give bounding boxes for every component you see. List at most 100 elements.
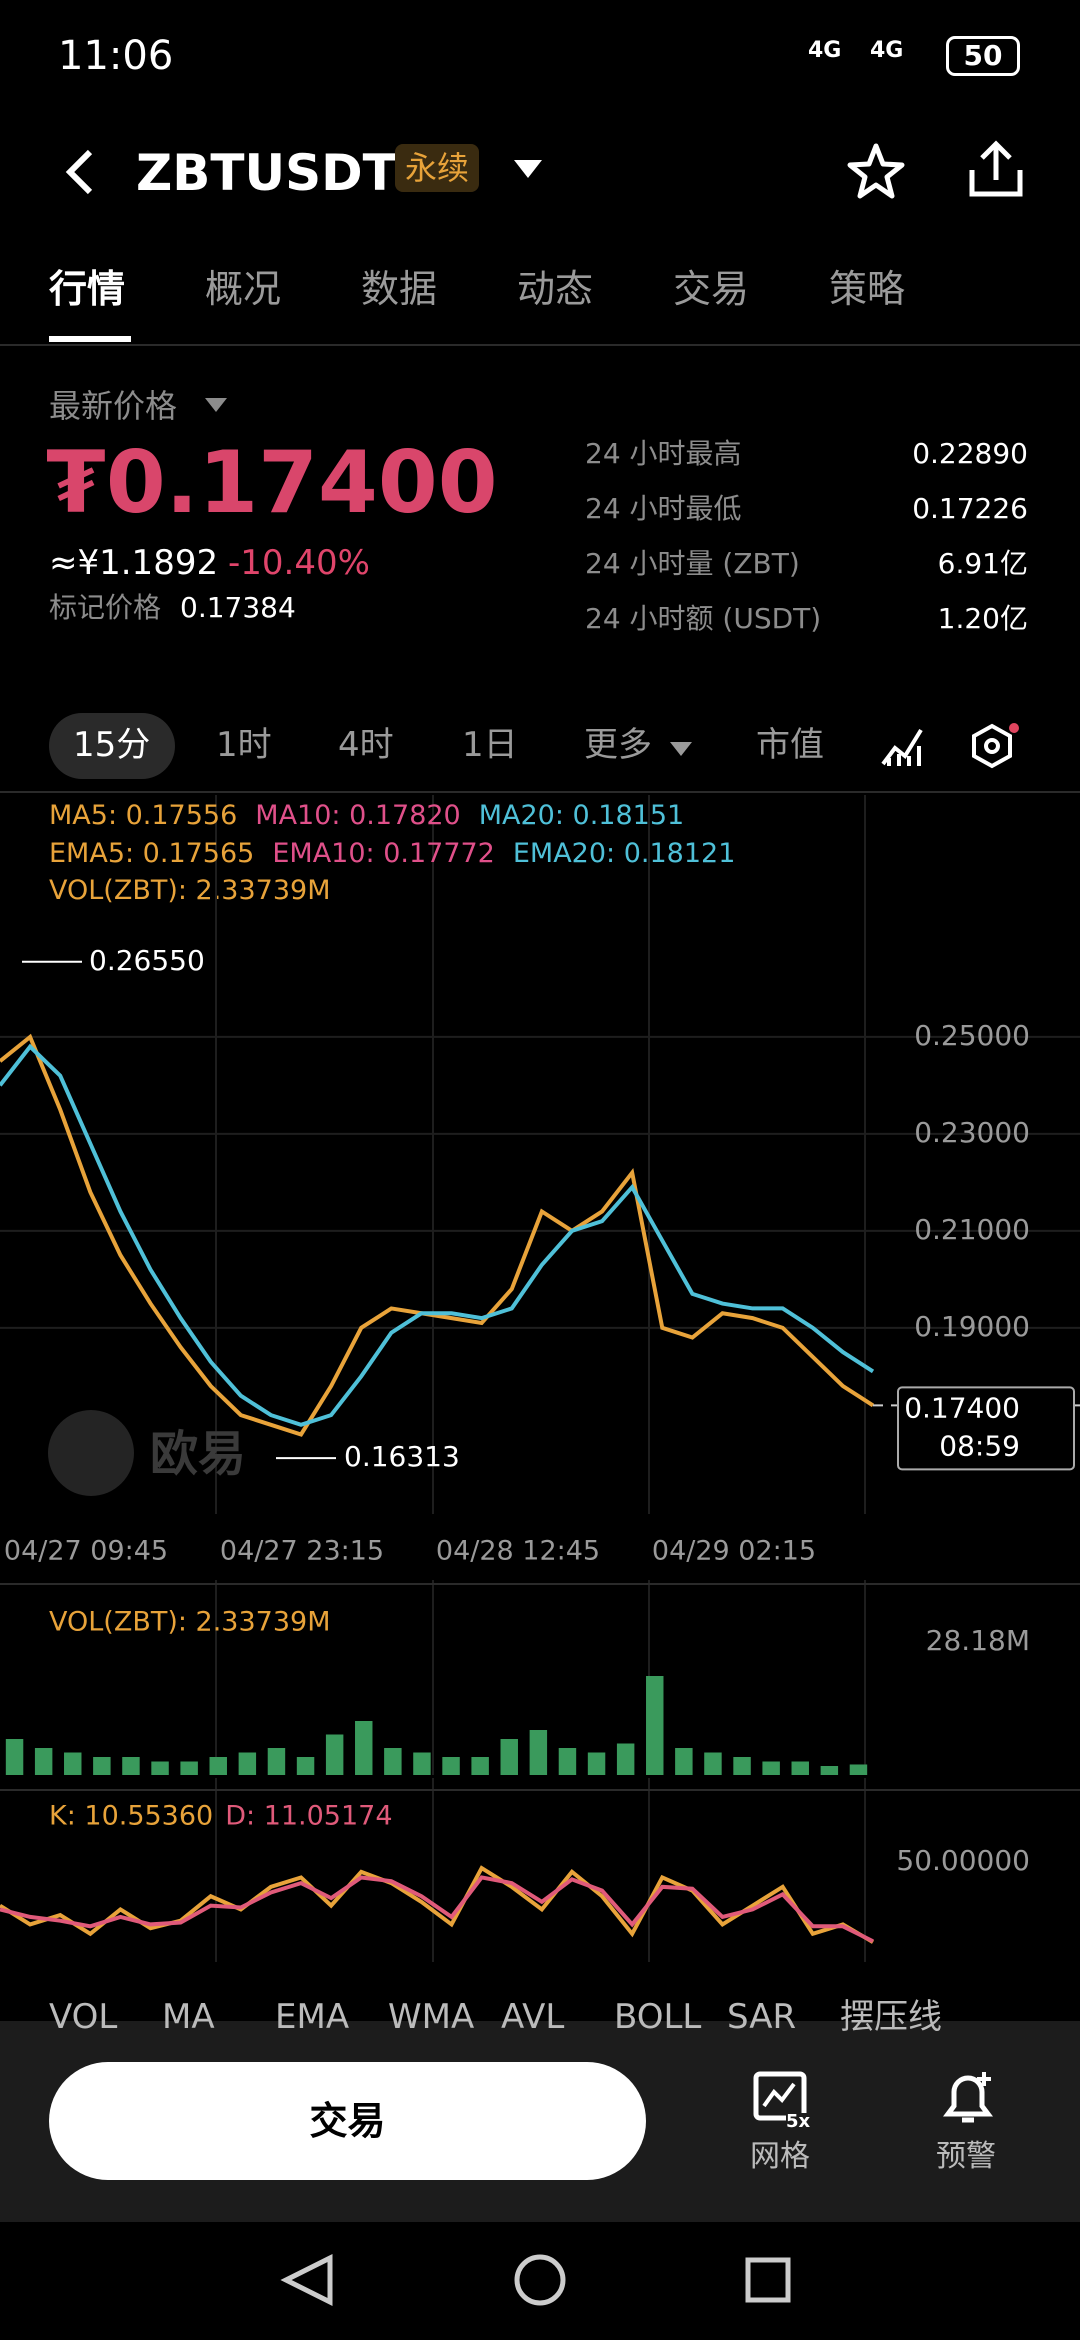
countdown: 08:59 <box>939 1429 1020 1462</box>
interval[interactable]: 1日 <box>462 725 518 765</box>
series-line <box>0 1043 875 1427</box>
stat-label: 24 小时最低 <box>585 492 742 525</box>
badge: 永续 <box>395 144 480 192</box>
y-tick-label: 0.23000 <box>914 1116 1030 1149</box>
mark-price: 0.17384 <box>180 591 296 624</box>
volume-bar <box>529 1730 548 1775</box>
volume-bar <box>558 1748 577 1775</box>
volume-bar <box>704 1752 722 1775</box>
tab[interactable]: 动态 <box>517 267 594 311</box>
settings[interactable] <box>968 722 1022 776</box>
battery: 50 <box>946 36 1020 76</box>
volume-bar <box>849 1764 868 1775</box>
volume-bar <box>762 1761 780 1775</box>
last-price-label: 0.17400 <box>904 1391 1020 1424</box>
volume-bar <box>267 1748 286 1775</box>
volume-bar <box>442 1757 460 1775</box>
dropdown[interactable] <box>205 398 227 414</box>
alert-label[interactable]: 预警 <box>936 2139 996 2174</box>
volume-bar <box>93 1757 111 1775</box>
indicator-tab[interactable]: 摆压线 <box>840 1997 942 2037</box>
indicator: MA20: 0.18151 <box>478 800 685 831</box>
symbol[interactable]: ZBTUSDT <box>136 144 397 202</box>
series-line <box>0 1033 875 1437</box>
indicator-tab[interactable]: MA <box>162 1997 215 2037</box>
change: -10.40% <box>228 543 370 583</box>
dropdown <box>670 742 692 756</box>
volume-bar <box>296 1757 315 1775</box>
last-price-box <box>897 1386 1075 1471</box>
tab[interactable]: 行情 <box>49 267 126 311</box>
price-label: 最新价格 <box>49 387 178 425</box>
tab[interactable]: 数据 <box>361 267 438 311</box>
y-tick-label: 50.00000 <box>896 1844 1030 1877</box>
dropdown[interactable] <box>514 160 542 180</box>
interval[interactable]: 15分 <box>73 725 151 765</box>
volume-bar <box>791 1761 809 1775</box>
volume-bar <box>151 1761 169 1775</box>
grid-label[interactable]: 网格 <box>750 2139 810 2174</box>
volume-bar <box>820 1766 839 1775</box>
last-price: ₮0.17400 <box>46 433 498 533</box>
indicator-tab[interactable]: VOL <box>49 1997 118 2037</box>
volume-bar <box>5 1739 24 1775</box>
stat-label: 24 小时额 (USDT) <box>585 602 822 635</box>
clock: 11:06 <box>58 33 174 79</box>
indicator: EMA10: 0.17772 <box>272 838 495 869</box>
low-label: 0.16313 <box>344 1440 460 1473</box>
interval[interactable]: 更多 <box>584 725 652 765</box>
indicator-tab[interactable]: BOLL <box>614 1997 702 2037</box>
mark-label: 标记价格 <box>49 591 162 624</box>
stat-value: 1.20亿 <box>937 602 1028 635</box>
stat-label: 24 小时最高 <box>585 437 742 470</box>
indicator-tab[interactable]: WMA <box>388 1997 475 2037</box>
high-label: 0.26550 <box>89 944 205 977</box>
legend-entry: D: 11.05174 <box>225 1801 392 1832</box>
fullscreen[interactable] <box>48 1410 134 1496</box>
volume-bar <box>64 1752 82 1775</box>
indicator: EMA20: 0.18121 <box>512 838 736 869</box>
stat-label: 24 小时量 (ZBT) <box>585 547 800 580</box>
indicator-tab[interactable]: AVL <box>501 1997 565 2037</box>
indicator: MA10: 0.17820 <box>255 800 461 831</box>
volume-bar <box>587 1752 606 1775</box>
grid-badge: 5x <box>786 2111 811 2132</box>
back[interactable] <box>60 148 100 198</box>
divider <box>0 344 1080 346</box>
volume-bar <box>471 1757 489 1775</box>
indicator-tab[interactable]: SAR <box>727 1997 797 2037</box>
interval[interactable]: 市值 <box>756 725 824 765</box>
x-tick-label: 04/27 09:45 <box>4 1536 168 1567</box>
chart-type[interactable] <box>881 724 925 768</box>
network: 4G <box>870 38 904 63</box>
tab[interactable]: 策略 <box>829 267 906 311</box>
indicator-tab[interactable]: EMA <box>275 1997 350 2037</box>
y-tick-label: 0.21000 <box>914 1213 1030 1246</box>
cny-price: ≈¥1.1892 <box>49 543 219 583</box>
interval[interactable]: 1时 <box>216 725 272 765</box>
tab[interactable]: 交易 <box>673 267 750 311</box>
favorite[interactable] <box>846 142 906 202</box>
volume-bar <box>413 1752 431 1775</box>
watermark: 欧易 <box>150 1426 247 1482</box>
volume-bar <box>180 1761 198 1775</box>
volume-bar <box>34 1748 53 1775</box>
interval[interactable]: 4时 <box>338 725 394 765</box>
stat-value: 0.22890 <box>912 437 1028 470</box>
volume-bar <box>500 1739 518 1775</box>
tab[interactable]: 概况 <box>205 267 282 311</box>
vol-indicator: VOL(ZBT): 2.33739M <box>49 875 331 906</box>
volume-bar <box>646 1676 664 1775</box>
interval-pill[interactable] <box>49 713 175 779</box>
divider <box>0 791 1080 793</box>
grid-icon[interactable] <box>752 2070 812 2130</box>
volume-bar <box>733 1757 751 1775</box>
volume-bar <box>122 1757 140 1775</box>
volume-bar <box>675 1748 693 1775</box>
share[interactable] <box>966 140 1026 200</box>
stat-value: 0.17226 <box>912 492 1028 525</box>
trade-button[interactable]: 交易 <box>49 2062 646 2180</box>
alert-icon[interactable] <box>938 2068 998 2128</box>
